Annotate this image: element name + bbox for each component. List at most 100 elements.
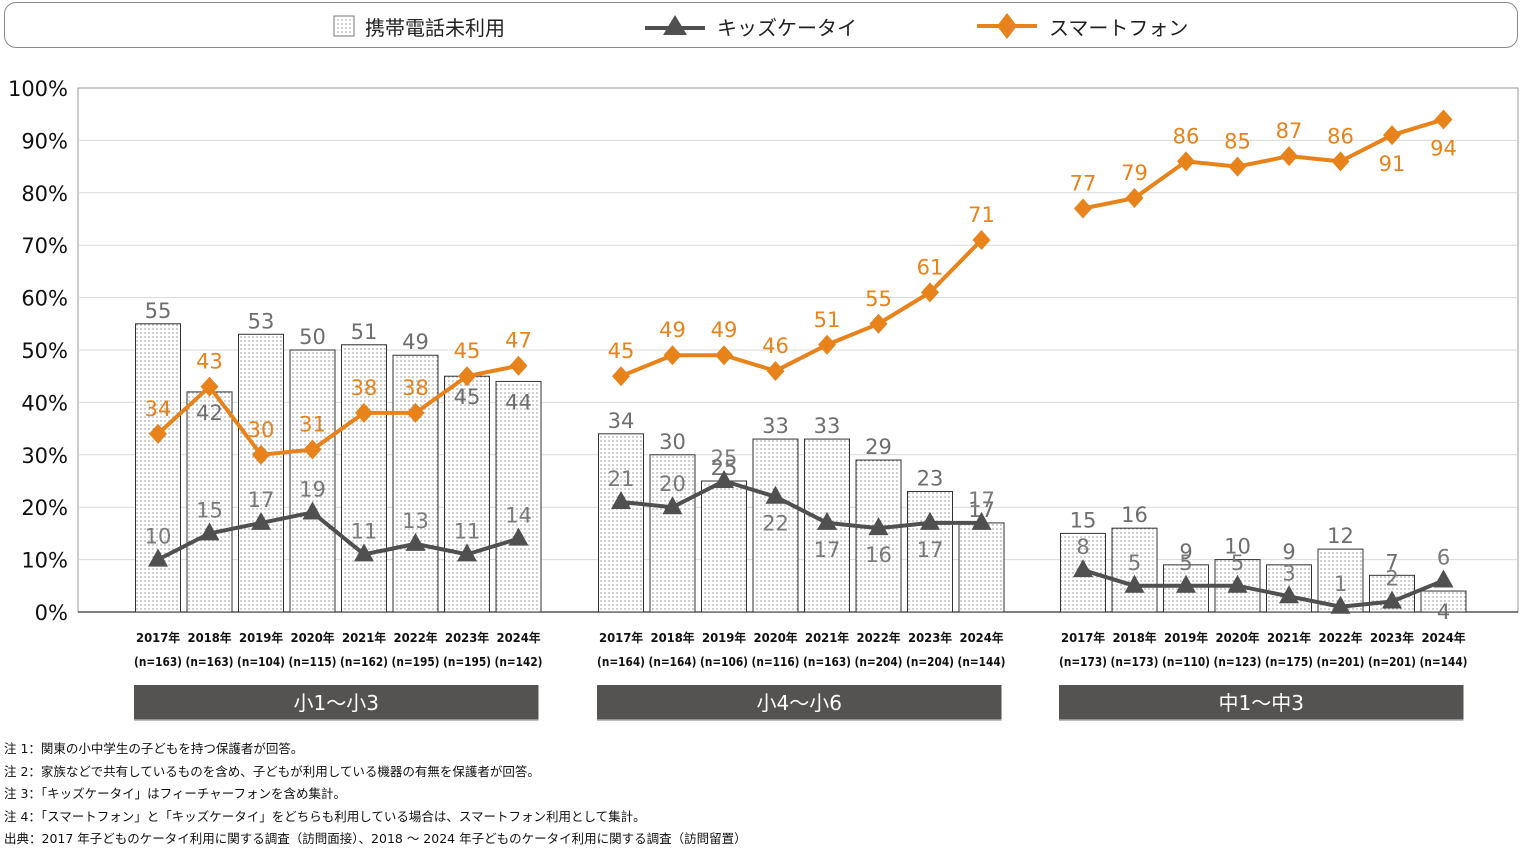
group-label: 小1～小3 xyxy=(294,691,379,715)
data-label-kids-phone: 11 xyxy=(454,519,481,543)
data-label-smartphone: 38 xyxy=(402,376,429,400)
marker-smartphone xyxy=(612,366,630,387)
data-label-smartphone: 51 xyxy=(814,308,841,332)
marker-kids-phone xyxy=(765,485,786,504)
data-label-kids-phone: 13 xyxy=(402,509,429,533)
marker-kids-phone xyxy=(817,511,837,530)
data-label-smartphone: 94 xyxy=(1430,136,1457,160)
marker-smartphone xyxy=(766,360,785,381)
marker-smartphone xyxy=(252,444,270,465)
data-label-smartphone: 30 xyxy=(248,418,275,442)
group-labels: 小1～小3 小4～小6 中1～中3 xyxy=(134,685,1464,721)
marker-kids-phone xyxy=(971,511,992,530)
marker-smartphone xyxy=(1383,125,1401,146)
marker-kids-phone xyxy=(1382,590,1402,609)
x-tick-n: (n=110) xyxy=(1162,655,1210,669)
data-label-no-phone: 15 xyxy=(1070,508,1097,532)
bar-no-phone xyxy=(855,459,902,613)
x-tick-year: 2019年 xyxy=(1164,630,1208,645)
marker-kids-phone xyxy=(611,490,631,509)
data-label-smartphone: 45 xyxy=(608,339,635,363)
x-tick-n: (n=163) xyxy=(186,655,234,669)
data-label-smartphone: 77 xyxy=(1070,172,1097,196)
y-tick-label: 60% xyxy=(21,287,68,311)
marker-smartphone xyxy=(869,313,888,334)
bar-no-phone xyxy=(1111,527,1158,613)
marker-kids-phone xyxy=(1433,569,1454,588)
bar-no-phone xyxy=(752,438,799,613)
triangle-line-icon xyxy=(645,15,705,35)
data-label-no-phone: 7 xyxy=(1385,550,1398,574)
data-label-smartphone: 85 xyxy=(1224,130,1251,154)
data-label-smartphone: 55 xyxy=(865,287,892,311)
group-label-box xyxy=(597,685,1002,720)
x-tick-year: 2021年 xyxy=(805,630,849,645)
legend-item-no-phone: 携帯電話未利用 xyxy=(333,3,505,49)
note-1: 注 1：関東の小中学生の子どもを持つ保護者が回答。 xyxy=(4,741,304,756)
data-label-no-phone: 4 xyxy=(1437,600,1450,624)
data-label-smartphone: 38 xyxy=(351,376,378,400)
x-tick-n: (n=144) xyxy=(958,655,1006,669)
x-tick-year: 2020年 xyxy=(754,630,798,645)
data-label-smartphone: 86 xyxy=(1173,124,1200,148)
x-tick-n: (n=201) xyxy=(1317,655,1365,669)
data-label-smartphone: 86 xyxy=(1327,124,1354,148)
data-label-smartphone: 91 xyxy=(1379,152,1406,176)
data-label-no-phone: 23 xyxy=(917,466,944,490)
data-label-no-phone: 9 xyxy=(1282,540,1295,564)
diamond-line-icon xyxy=(977,13,1037,39)
x-tick-year: 2018年 xyxy=(1113,630,1157,645)
data-label-kids-phone: 5 xyxy=(1128,551,1141,575)
data-label-kids-phone: 17 xyxy=(917,538,944,562)
y-axis-ticks: 0% 10% 20% 30% 40% 50% 60% 70% 80% 90% 100% xyxy=(8,77,68,625)
marker-kids-phone xyxy=(714,470,734,488)
data-label-no-phone: 9 xyxy=(1179,540,1192,564)
y-tick-label: 40% xyxy=(21,391,68,415)
bar-no-phone xyxy=(186,391,233,613)
marker-kids-phone xyxy=(1227,574,1248,593)
data-label-no-phone: 55 xyxy=(145,299,172,323)
group-label: 中1～中3 xyxy=(1219,691,1304,715)
legend-item-smartphone: スマートフォン xyxy=(975,3,1188,49)
marker-smartphone xyxy=(715,345,733,366)
legend-label-smartphone: スマートフォン xyxy=(1049,15,1189,40)
marker-kids-phone xyxy=(148,548,168,567)
data-label-smartphone: 49 xyxy=(659,318,686,342)
x-tick-year: 2022年 xyxy=(857,630,901,645)
data-label-no-phone: 51 xyxy=(351,320,378,344)
data-label-kids-phone: 1 xyxy=(1334,572,1347,596)
marker-kids-phone xyxy=(405,532,426,551)
bar-no-phone xyxy=(701,480,747,613)
x-tick-year: 2020年 xyxy=(1216,630,1260,645)
data-label-no-phone: 44 xyxy=(505,390,532,414)
marker-kids-phone xyxy=(199,522,220,541)
marker-smartphone xyxy=(1228,156,1247,177)
y-tick-label: 90% xyxy=(21,129,68,153)
data-label-smartphone: 87 xyxy=(1276,119,1303,143)
x-axis-labels: 2017年 (n=163) 2018年 (n=163) 2019年 (n=104) 2020… xyxy=(134,630,1468,669)
data-label-no-phone: 16 xyxy=(1121,503,1148,527)
legend-label-no-phone: 携帯電話未利用 xyxy=(365,15,505,40)
y-tick-label: 70% xyxy=(21,234,68,258)
x-tick-year: 2020年 xyxy=(291,630,335,645)
data-label-kids-phone: 11 xyxy=(351,519,378,543)
data-label-no-phone: 50 xyxy=(299,325,326,349)
x-tick-n: (n=195) xyxy=(392,655,440,669)
x-tick-year: 2017年 xyxy=(599,630,643,645)
marker-kids-phone xyxy=(1330,595,1351,614)
marker-kids-phone xyxy=(302,501,323,520)
x-tick-n: (n=123) xyxy=(1214,655,1262,669)
marker-kids-phone xyxy=(662,496,683,515)
marker-smartphone xyxy=(458,366,476,387)
marker-kids-phone xyxy=(1176,574,1196,593)
x-tick-year: 2018年 xyxy=(188,630,232,645)
x-tick-n: (n=115) xyxy=(289,655,337,669)
y-tick-label: 30% xyxy=(21,444,68,468)
x-tick-n: (n=144) xyxy=(1420,655,1468,669)
bar-no-phone xyxy=(341,344,387,613)
bar-no-phone xyxy=(135,323,181,613)
note-3: 注 3：「キッズケータイ」はフィーチャーフォンを含め集計。 xyxy=(4,786,347,801)
marker-smartphone xyxy=(200,376,219,397)
data-label-no-phone: 25 xyxy=(711,456,738,480)
